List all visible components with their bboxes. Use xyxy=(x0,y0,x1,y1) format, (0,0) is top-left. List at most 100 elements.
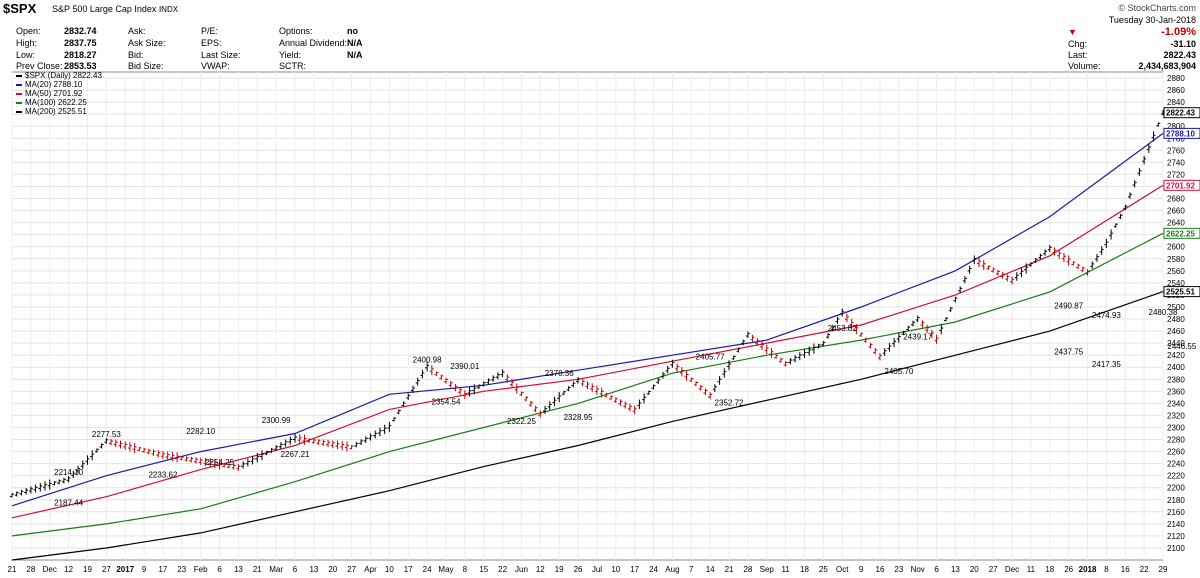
index-name-text: S&P 500 Large Cap Index xyxy=(52,4,157,14)
y-tick-label: 2340 xyxy=(1167,399,1185,408)
y-tick-label: 2540 xyxy=(1167,279,1185,288)
price-annotation: 2453.82 xyxy=(828,324,857,333)
y-tick-label: 2680 xyxy=(1167,195,1185,204)
x-tick-label: 13 xyxy=(309,565,318,574)
x-tick-label: 29 xyxy=(1159,565,1168,574)
x-tick-label: 6 xyxy=(934,565,939,574)
price-annotation: 2490.87 xyxy=(1054,301,1083,310)
value-marker-box xyxy=(1163,286,1200,298)
high-label: High: xyxy=(16,38,38,48)
x-tick-label: 8 xyxy=(463,565,468,574)
x-tick-label: 9 xyxy=(859,565,864,574)
value-marker-label: 2822.43 xyxy=(1166,109,1195,118)
x-tick-label: 10 xyxy=(385,565,394,574)
exchange: INDX xyxy=(158,5,179,14)
low-value: 2818.27 xyxy=(64,50,97,60)
price-annotation: 2187.44 xyxy=(54,498,83,507)
y-tick-label: 2800 xyxy=(1167,122,1185,131)
price-annotation: 2437.75 xyxy=(1054,347,1083,356)
y-tick-label: 2100 xyxy=(1167,544,1185,553)
price-annotation: 2282.10 xyxy=(186,427,215,436)
bid-label: Bid: xyxy=(128,50,144,60)
y-tick-label: 2360 xyxy=(1167,387,1185,396)
legend-item: $SPX (Daily) 2822.43 xyxy=(16,71,102,80)
watermark: © StockCharts.com xyxy=(1118,3,1196,13)
price-annotation: 2405.77 xyxy=(696,353,725,362)
x-tick-label: 13 xyxy=(951,565,960,574)
x-tick-label: 10 xyxy=(611,565,620,574)
price-annotation: 2267.21 xyxy=(281,450,310,459)
x-tick-label: 17 xyxy=(158,565,167,574)
x-tick-label: 21 xyxy=(253,565,262,574)
price-annotation: 2352.72 xyxy=(715,399,744,408)
x-tick-label: Feb xyxy=(194,565,208,574)
price-annotation: 2300.99 xyxy=(262,416,291,425)
change-value: -31.10 xyxy=(1170,39,1196,49)
x-tick-label: 6 xyxy=(217,565,222,574)
legend-label: $SPX (Daily) 2822.43 xyxy=(25,71,102,80)
y-tick-label: 2140 xyxy=(1167,520,1185,529)
open-label: Open: xyxy=(16,26,41,36)
change-percent: -1.09% xyxy=(1161,26,1196,38)
y-tick-label: 2460 xyxy=(1167,327,1185,336)
x-tick-label: 19 xyxy=(83,565,92,574)
value-marker-box xyxy=(1163,227,1200,239)
x-tick-label: 24 xyxy=(423,565,432,574)
legend-swatch xyxy=(16,74,22,77)
x-tick-label: Dec xyxy=(43,565,57,574)
prev-close-label: Prev Close: xyxy=(16,61,63,71)
x-tick-label: 6 xyxy=(293,565,298,574)
x-tick-label: 2017 xyxy=(116,565,134,574)
x-tick-label: May xyxy=(438,565,453,574)
x-tick-label: Sep xyxy=(760,565,775,574)
price-annotation: 2378.36 xyxy=(545,369,574,378)
x-tick-label: 27 xyxy=(347,565,356,574)
legend-swatch xyxy=(16,110,22,113)
price-annotation: 2417.35 xyxy=(1092,360,1121,369)
x-tick-label: 24 xyxy=(649,565,658,574)
price-annotation: 2446.55 xyxy=(1167,342,1196,351)
y-tick-label: 2420 xyxy=(1167,351,1185,360)
x-tick-label: 18 xyxy=(800,565,809,574)
ask-label: Ask: xyxy=(128,26,146,36)
legend-swatch xyxy=(16,83,22,86)
legend-item: MA(20) 2788.10 xyxy=(16,80,102,89)
x-tick-label: 11 xyxy=(781,565,790,574)
x-tick-label: 27 xyxy=(102,565,111,574)
x-tick-label: 2018 xyxy=(1079,565,1097,574)
ma-line-ma50 xyxy=(11,184,1164,519)
y-tick-label: 2500 xyxy=(1167,303,1185,312)
vwap-label: VWAP: xyxy=(201,61,230,71)
x-tick-label: 22 xyxy=(498,565,507,574)
y-tick-label: 2120 xyxy=(1167,532,1185,541)
x-tick-label: 14 xyxy=(706,565,715,574)
symbol: $SPX xyxy=(3,1,37,16)
x-tick-label: 20 xyxy=(970,565,979,574)
legend-item: MA(50) 2701.92 xyxy=(16,89,102,98)
x-tick-label: Nov xyxy=(911,565,925,574)
y-tick-label: 2740 xyxy=(1167,158,1185,167)
y-tick-label: 2220 xyxy=(1167,472,1185,481)
y-tick-label: 2400 xyxy=(1167,363,1185,372)
price-annotation: 2233.62 xyxy=(148,470,177,479)
y-tick-label: 2560 xyxy=(1167,267,1185,276)
x-tick-label: Aug xyxy=(665,565,679,574)
y-tick-label: 2280 xyxy=(1167,436,1185,445)
legend-swatch xyxy=(16,92,22,95)
x-tick-label: 28 xyxy=(743,565,752,574)
x-tick-label: 17 xyxy=(630,565,639,574)
bid-size-label: Bid Size: xyxy=(128,61,164,71)
x-tick-label: 18 xyxy=(1045,565,1054,574)
y-tick-label: 2860 xyxy=(1167,86,1185,95)
dividend-value: N/A xyxy=(347,38,363,48)
x-tick-label: 23 xyxy=(177,565,186,574)
x-tick-label: 12 xyxy=(64,565,73,574)
x-tick-label: 27 xyxy=(989,565,998,574)
y-tick-label: 2240 xyxy=(1167,460,1185,469)
price-annotation: 2480.38 xyxy=(1149,308,1178,317)
x-tick-label: 25 xyxy=(819,565,828,574)
value-marker-box xyxy=(1163,127,1200,139)
y-tick-label: 2720 xyxy=(1167,170,1185,179)
volume-row: Volume: 2,434,683,904 xyxy=(1068,61,1196,71)
price-annotation: 2277.53 xyxy=(92,430,121,439)
